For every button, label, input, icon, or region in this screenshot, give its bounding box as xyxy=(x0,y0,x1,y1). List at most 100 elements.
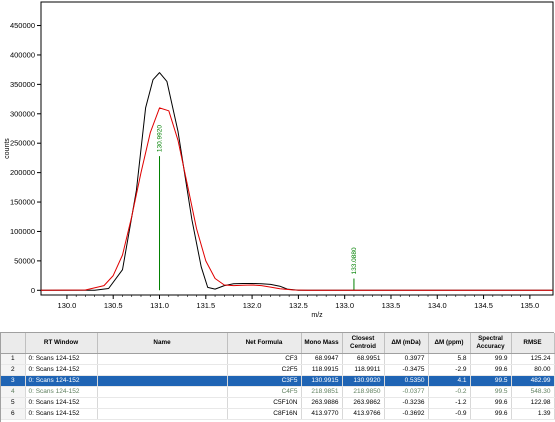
x-tick-label: 132.0 xyxy=(243,301,262,310)
table-cell: -0.0377 xyxy=(384,386,429,398)
table-cell xyxy=(97,364,228,376)
table-cell: CF3 xyxy=(227,353,302,365)
table-row[interactable]: 3 0: Scans 124-152 C3F5 130.9915 130.9920 0.5… xyxy=(1,375,555,387)
x-tick-label: 135.0 xyxy=(520,301,539,310)
x-tick-label: 134.5 xyxy=(474,301,493,310)
table-cell: -0.3475 xyxy=(384,364,429,376)
row-index: 5 xyxy=(1,397,26,409)
table-cell: 0.3977 xyxy=(384,353,429,365)
row-index: 6 xyxy=(1,408,26,420)
x-tick-label: 132.5 xyxy=(289,301,308,310)
table-cell: 5.8 xyxy=(428,353,471,365)
y-tick-label: 250000 xyxy=(10,139,35,148)
table-cell: 80.00 xyxy=(511,364,555,376)
table-cell: 0: Scans 124-152 xyxy=(25,408,98,420)
y-tick-label: 450000 xyxy=(10,21,35,30)
table-cell: 0: Scans 124-152 xyxy=(25,386,98,398)
y-tick-label: 100000 xyxy=(10,227,35,236)
x-tick-label: 130.5 xyxy=(104,301,123,310)
table-cell: 413.9770 xyxy=(301,408,343,420)
y-tick-label: 50000 xyxy=(14,256,35,265)
y-tick-label: 0 xyxy=(31,286,35,295)
table-row[interactable]: 4 0: Scans 124-152 C4F5 218.9851 218.9850 -0.… xyxy=(1,386,555,398)
row-index: 3 xyxy=(1,375,26,387)
table-cell: 130.9920 xyxy=(342,375,385,387)
table-cell: -2.9 xyxy=(428,364,471,376)
table-cell xyxy=(97,397,228,409)
table-cell: 99.5 xyxy=(470,375,512,387)
table-cell: 68.9947 xyxy=(301,353,343,365)
table-cell: 0.5350 xyxy=(384,375,429,387)
formula-results-table: RT Window Name Net Formula Mono Mass Closest… xyxy=(1,333,555,420)
table-row[interactable]: 1 0: Scans 124-152 CF3 68.9947 68.9951 0.3977… xyxy=(1,353,555,365)
theoretical-isotope-line xyxy=(40,107,553,291)
column-header[interactable]: Spectral Accuracy xyxy=(470,333,512,354)
table-cell: -0.9 xyxy=(428,408,471,420)
table-cell: 0: Scans 124-152 xyxy=(25,397,98,409)
x-tick-label: 133.0 xyxy=(335,301,354,310)
table-cell xyxy=(97,353,228,365)
column-header[interactable]: Closest Centroid xyxy=(342,333,385,354)
table-row[interactable]: 6 0: Scans 124-152 C8F16N 413.9770 413.9766-… xyxy=(1,408,555,420)
table-cell: 122.98 xyxy=(511,397,555,409)
column-header[interactable] xyxy=(1,333,26,354)
column-header[interactable]: Net Formula xyxy=(227,333,302,354)
table-header-row: RT Window Name Net Formula Mono Mass Closest… xyxy=(1,333,555,354)
table-cell xyxy=(97,375,228,387)
y-tick-label: 200000 xyxy=(10,168,35,177)
table-cell: -0.3692 xyxy=(384,408,429,420)
y-tick-label: 400000 xyxy=(10,50,35,59)
plot-frame xyxy=(40,1,554,296)
measured-spectrum-line xyxy=(41,72,553,291)
table-cell: 1.39 xyxy=(511,408,555,420)
row-index: 1 xyxy=(1,353,26,365)
table-cell: C8F16N xyxy=(227,408,302,420)
x-tick-label: 133.5 xyxy=(382,301,401,310)
table-cell: 99.5 xyxy=(470,386,512,398)
formula-results-panel: RT Window Name Net Formula Mono Mass Closest… xyxy=(0,332,555,422)
column-header[interactable]: RT Window xyxy=(25,333,98,354)
table-cell: C2F5 xyxy=(227,364,302,376)
table-cell: 0: Scans 124-152 xyxy=(25,353,98,365)
table-cell: 130.9915 xyxy=(301,375,343,387)
y-tick-label: 150000 xyxy=(10,198,35,207)
table-cell: C4F5 xyxy=(227,386,302,398)
row-index: 4 xyxy=(1,386,26,398)
column-header[interactable]: RMSE xyxy=(511,333,555,354)
table-cell: 0: Scans 124-152 xyxy=(25,375,98,387)
table-cell: 99.6 xyxy=(470,364,512,376)
table-cell: -0.2 xyxy=(428,386,471,398)
column-header[interactable]: Mono Mass xyxy=(301,333,343,354)
table-cell: 4.1 xyxy=(428,375,471,387)
table-cell: -0.3236 xyxy=(384,397,429,409)
x-tick-label: 131.0 xyxy=(150,301,169,310)
y-axis-label: counts xyxy=(4,138,11,159)
x-axis-label: m/z xyxy=(311,312,323,319)
table-cell: 125.24 xyxy=(511,353,555,365)
x-tick-label: 131.5 xyxy=(196,301,215,310)
column-header[interactable]: Name xyxy=(97,333,228,354)
table-cell: 68.9951 xyxy=(342,353,385,365)
spectrum-chart[interactable]: 0 50000 100000 150000 200000 250000 300000 3500… xyxy=(0,0,555,322)
table-cell: 0: Scans 124-152 xyxy=(25,364,98,376)
column-header[interactable]: ΔM (mDa) xyxy=(384,333,429,354)
row-index: 2 xyxy=(1,364,26,376)
x-tick-label: 130.0 xyxy=(58,301,77,310)
column-header[interactable]: ΔM (ppm) xyxy=(428,333,471,354)
table-cell: 218.9851 xyxy=(301,386,343,398)
table-cell: 263.9862 xyxy=(342,397,385,409)
table-cell: 548.30 xyxy=(511,386,555,398)
centroid-label: 130.9920 xyxy=(157,125,164,152)
table-row[interactable]: 2 0: Scans 124-152 C2F5 118.9915 118.9911 -0.… xyxy=(1,364,555,376)
table-row[interactable]: 5 0: Scans 124-152 C5F10N 263.9886 263.9862-… xyxy=(1,397,555,409)
table-cell: 218.9850 xyxy=(342,386,385,398)
spectrum-plot: 0 50000 100000 150000 200000 250000 300000 3500… xyxy=(4,1,554,319)
centroid-label: 133.0880 xyxy=(351,247,358,274)
x-tick-label: 134.0 xyxy=(428,301,447,310)
table-cell xyxy=(97,386,228,398)
table-cell: -1.2 xyxy=(428,397,471,409)
table-cell: C5F10N xyxy=(227,397,302,409)
table-cell: 263.9886 xyxy=(301,397,343,409)
table-cell: 413.9766 xyxy=(342,408,385,420)
table-cell xyxy=(97,408,228,420)
